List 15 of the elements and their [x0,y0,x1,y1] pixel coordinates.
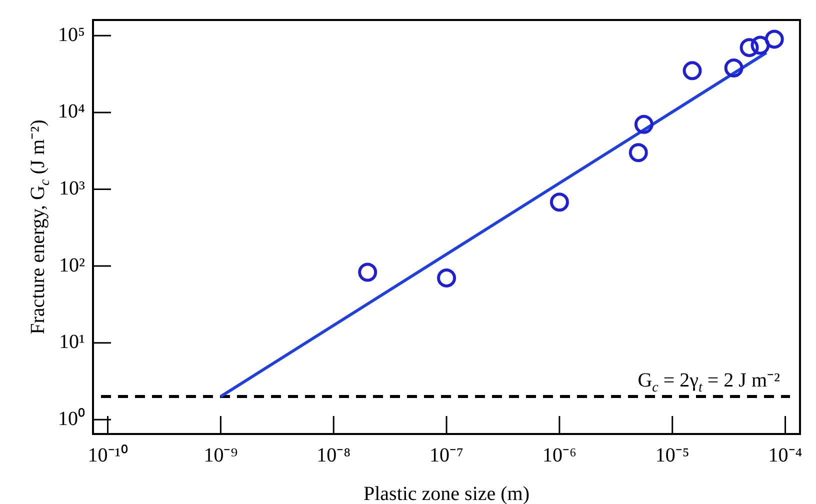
y-tick-label: 10⁵ [58,24,85,46]
x-tick-label: 10⁻⁹ [204,444,238,466]
x-tick-label: 10⁻⁵ [655,444,690,466]
y-tick-label: 10¹ [59,331,85,354]
x-tick-label: 10⁻⁷ [430,444,464,466]
y-tick-label: 10⁰ [58,406,85,430]
x-axis-title: Plastic zone size (m) [363,483,530,504]
y-tick-label: 10⁴ [58,100,86,123]
y-axis-title: Fracture energy, Gc (J m⁻²) [27,120,53,334]
x-tick-label: 10⁻⁶ [542,444,576,466]
x-tick-label: 10⁻¹⁰ [88,443,128,466]
y-tick-label: 10² [59,254,85,276]
x-tick-label: 10⁻⁸ [316,444,351,466]
x-tick-label: 10⁻⁴ [768,444,802,466]
y-tick-label: 10³ [59,178,85,200]
